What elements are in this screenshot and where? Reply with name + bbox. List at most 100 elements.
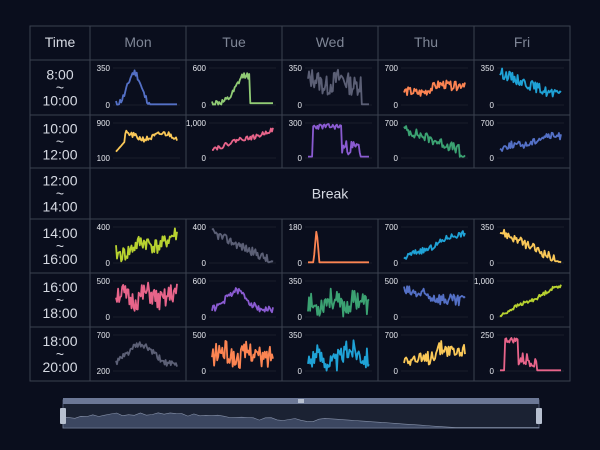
time-slot-start: 14:00 <box>42 225 77 241</box>
day-header-mon: Mon <box>124 34 151 50</box>
series-line <box>308 123 369 158</box>
mini-chart-thu-3: 700 0 <box>385 223 468 268</box>
y-tick-label: 1,000 <box>186 119 207 128</box>
y-tick-label: 0 <box>202 154 207 163</box>
mini-chart-mon-4: 500 0 <box>97 277 180 322</box>
mini-chart-wed-0: 350 0 <box>289 64 372 110</box>
day-header-tue: Tue <box>222 34 246 50</box>
y-tick-label: 0 <box>298 101 303 110</box>
table-grid <box>29 25 571 382</box>
y-tick-label: 0 <box>298 313 303 322</box>
series-line <box>308 230 369 264</box>
y-tick-label: 500 <box>385 277 399 286</box>
y-tick-label: 0 <box>490 313 495 322</box>
y-tick-label: 0 <box>202 259 207 268</box>
mini-chart-tue-0: 600 0 <box>193 64 276 110</box>
y-tick-label: 250 <box>481 331 495 340</box>
y-tick-label: 500 <box>97 277 111 286</box>
series-line <box>211 72 273 106</box>
mini-chart-tue-4: 600 0 <box>193 277 276 322</box>
y-tick-label: 600 <box>193 277 207 286</box>
time-header: Time <box>45 34 76 50</box>
time-slot-end: 14:00 <box>42 199 77 215</box>
break-label: Break <box>312 186 350 202</box>
time-slot-start: 12:00 <box>42 173 77 189</box>
y-tick-label: 0 <box>394 367 399 376</box>
time-slot-sep: ~ <box>56 292 64 308</box>
mini-chart-fri-3: 350 0 <box>481 223 564 268</box>
y-tick-label: 0 <box>490 154 495 163</box>
y-tick-label: 100 <box>97 154 111 163</box>
series-line <box>403 125 466 158</box>
series-line <box>211 339 274 370</box>
day-header-wed: Wed <box>316 34 345 50</box>
mini-chart-thu-1: 700 0 <box>385 119 468 163</box>
mini-chart-wed-4: 350 0 <box>289 277 372 322</box>
y-tick-label: 400 <box>97 223 111 232</box>
mini-chart-mon-1: 900 100 <box>97 119 180 163</box>
series-line <box>115 281 178 312</box>
series-line <box>499 228 562 264</box>
y-tick-label: 1,000 <box>474 277 495 286</box>
time-slot-end: 12:00 <box>42 147 77 163</box>
mini-chart-thu-5: 700 0 <box>385 331 468 376</box>
y-tick-label: 700 <box>385 331 399 340</box>
mini-chart-thu-4: 500 0 <box>385 277 468 322</box>
y-tick-label: 0 <box>394 259 399 268</box>
series-line <box>115 129 178 153</box>
time-slot-sep: ~ <box>56 186 64 202</box>
time-slot-end: 20:00 <box>42 359 77 375</box>
series-line <box>499 67 562 98</box>
time-slot-sep: ~ <box>56 346 64 362</box>
mini-chart-mon-5: 700 200 <box>97 331 180 376</box>
grip-icon[interactable] <box>298 399 304 403</box>
mini-chart-wed-1: 300 0 <box>289 119 372 163</box>
y-tick-label: 0 <box>202 313 207 322</box>
data-zoom-navigator[interactable] <box>60 398 542 429</box>
series-line <box>307 68 369 106</box>
y-tick-label: 0 <box>490 101 495 110</box>
mini-chart-tue-3: 400 0 <box>193 223 276 268</box>
mini-chart-wed-5: 350 0 <box>289 331 372 376</box>
y-tick-label: 700 <box>97 331 111 340</box>
navigator-right-handle[interactable] <box>536 408 542 424</box>
mini-chart-mon-0: 350 0 <box>97 64 180 110</box>
time-slot-end: 18:00 <box>42 305 77 321</box>
y-tick-label: 600 <box>193 64 207 73</box>
y-tick-label: 200 <box>97 367 111 376</box>
series-line <box>307 287 370 318</box>
series-line <box>115 227 178 263</box>
y-tick-label: 300 <box>289 119 303 128</box>
y-tick-label: 500 <box>193 331 207 340</box>
y-tick-label: 700 <box>385 119 399 128</box>
y-tick-label: 0 <box>490 259 495 268</box>
y-tick-label: 350 <box>289 64 303 73</box>
y-tick-label: 0 <box>298 154 303 163</box>
time-slot-sep: ~ <box>56 238 64 254</box>
y-tick-label: 350 <box>289 331 303 340</box>
mini-chart-fri-4: 1,000 0 <box>474 277 564 322</box>
y-tick-label: 700 <box>385 64 399 73</box>
series-line <box>115 69 177 106</box>
y-tick-label: 0 <box>298 259 303 268</box>
navigator-left-handle[interactable] <box>60 408 66 424</box>
series-line <box>307 339 370 372</box>
day-header-fri: Fri <box>514 34 530 50</box>
y-tick-label: 0 <box>202 367 207 376</box>
series-line <box>211 227 274 264</box>
mini-charts: 350 0 600 0 350 0 700 0 350 0 900 100 1,000 0 300 0 700 0… <box>97 64 564 376</box>
time-slot-end: 10:00 <box>42 93 77 109</box>
series-line <box>403 230 466 260</box>
time-slot-end: 16:00 <box>42 251 77 267</box>
y-tick-label: 180 <box>289 223 303 232</box>
series-line <box>499 284 562 318</box>
table-border <box>29 25 571 382</box>
time-slot-start: 10:00 <box>42 121 77 137</box>
series-line <box>500 337 561 372</box>
time-slot-sep: ~ <box>56 134 64 150</box>
y-tick-label: 350 <box>289 277 303 286</box>
mini-chart-tue-1: 1,000 0 <box>186 119 276 163</box>
series-line <box>211 127 274 151</box>
